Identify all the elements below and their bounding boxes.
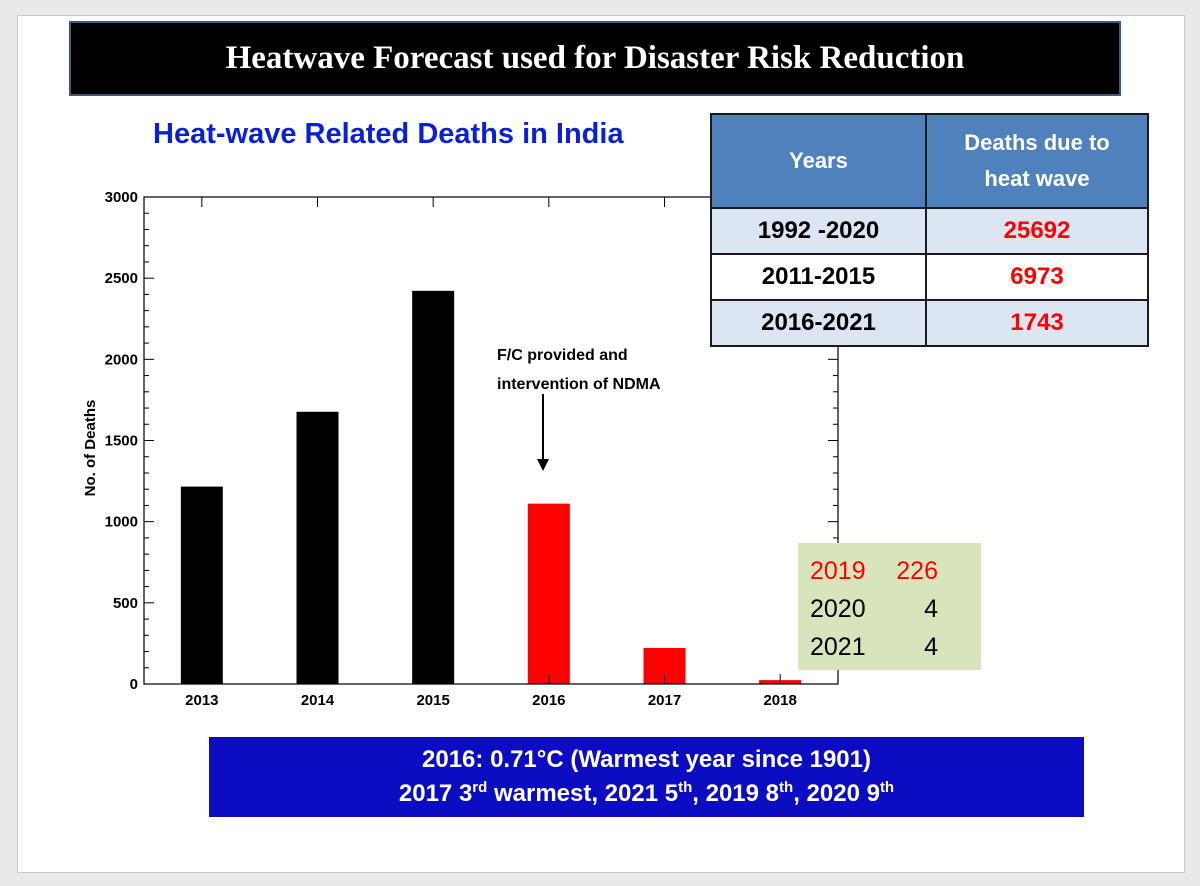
column-header-years: Years bbox=[710, 113, 927, 209]
column-header-deaths-text: Deaths due to heat wave bbox=[964, 130, 1110, 191]
recent-years-box: 2019 226 2020 4 2021 4 bbox=[798, 543, 981, 670]
recent-year: 2019 bbox=[810, 557, 866, 585]
bar-2015 bbox=[412, 290, 455, 684]
x-tick-label: 2016 bbox=[532, 692, 565, 709]
y-tick-label: 1000 bbox=[105, 514, 138, 531]
table-cell-deaths: 6973 bbox=[925, 253, 1149, 301]
table-row: 2016-2021 1743 bbox=[710, 299, 1149, 347]
column-header-deaths: Deaths due to heat wave bbox=[925, 113, 1149, 209]
table-header-row: Years Deaths due to heat wave bbox=[710, 113, 1149, 209]
x-tick-label: 2018 bbox=[763, 692, 796, 709]
note-superscript: rd bbox=[472, 779, 488, 796]
y-tick-label: 500 bbox=[113, 595, 138, 612]
note-text: warmest, 2021 5 bbox=[487, 780, 679, 807]
y-tick-label: 2000 bbox=[105, 351, 138, 368]
recent-year-row: 2021 4 bbox=[798, 628, 981, 666]
recent-year-row: 2019 226 bbox=[798, 552, 981, 590]
summary-table: Years Deaths due to heat wave 1992 -2020… bbox=[710, 113, 1149, 347]
annotation-line-2: intervention of NDMA bbox=[497, 376, 661, 393]
table-row: 1992 -2020 25692 bbox=[710, 207, 1149, 255]
annotation-line-1: F/C provided and bbox=[497, 347, 628, 364]
note-superscript: th bbox=[779, 779, 794, 796]
bar-2014 bbox=[296, 411, 339, 684]
y-tick-label: 3000 bbox=[105, 189, 138, 206]
x-tick-label: 2014 bbox=[301, 692, 335, 709]
y-tick-label: 0 bbox=[130, 676, 138, 693]
note-line-1: 2016: 0.71°C (Warmest year since 1901) bbox=[422, 746, 871, 773]
annotation: F/C provided and intervention of NDMA bbox=[497, 347, 661, 471]
recent-year-row: 2020 4 bbox=[798, 590, 981, 628]
recent-year: 2021 bbox=[810, 633, 866, 661]
chart-title: Heat-wave Related Deaths in India bbox=[153, 118, 624, 150]
recent-count: 226 bbox=[896, 557, 938, 585]
slide-title: Heatwave Forecast used for Disaster Risk… bbox=[69, 21, 1121, 96]
y-tick-label: 2500 bbox=[105, 270, 138, 287]
x-tick-label: 2015 bbox=[416, 692, 449, 709]
x-tick-label: 2017 bbox=[648, 692, 681, 709]
arrow-head-icon bbox=[537, 459, 549, 471]
table-row: 2011-2015 6973 bbox=[710, 253, 1149, 301]
recent-count: 4 bbox=[924, 633, 938, 661]
table-cell-years: 1992 -2020 bbox=[710, 207, 927, 255]
note-superscript: th bbox=[879, 779, 895, 796]
table-cell-deaths: 1743 bbox=[925, 299, 1149, 347]
recent-year: 2020 bbox=[810, 595, 866, 623]
note-text: 2017 3 bbox=[398, 780, 473, 807]
note-line-2: 2017 3rd warmest, 2021 5th, 2019 8th, 20… bbox=[209, 779, 1084, 808]
recent-count: 4 bbox=[924, 595, 938, 623]
note-superscript: th bbox=[678, 779, 693, 796]
bar-2016 bbox=[527, 503, 570, 684]
note-text: , 2019 8 bbox=[692, 780, 780, 807]
y-tick-label: 1500 bbox=[105, 433, 138, 450]
table-cell-years: 2016-2021 bbox=[710, 299, 927, 347]
y-axis-label: No. of Deaths bbox=[82, 400, 99, 497]
warmest-year-note: 2016: 0.71°C (Warmest year since 1901) 2… bbox=[209, 737, 1084, 817]
note-text: , 2020 9 bbox=[793, 780, 880, 807]
table-cell-years: 2011-2015 bbox=[710, 253, 927, 301]
table-cell-deaths: 25692 bbox=[925, 207, 1149, 255]
x-tick-label: 2013 bbox=[185, 692, 218, 709]
bar-2013 bbox=[180, 486, 223, 684]
